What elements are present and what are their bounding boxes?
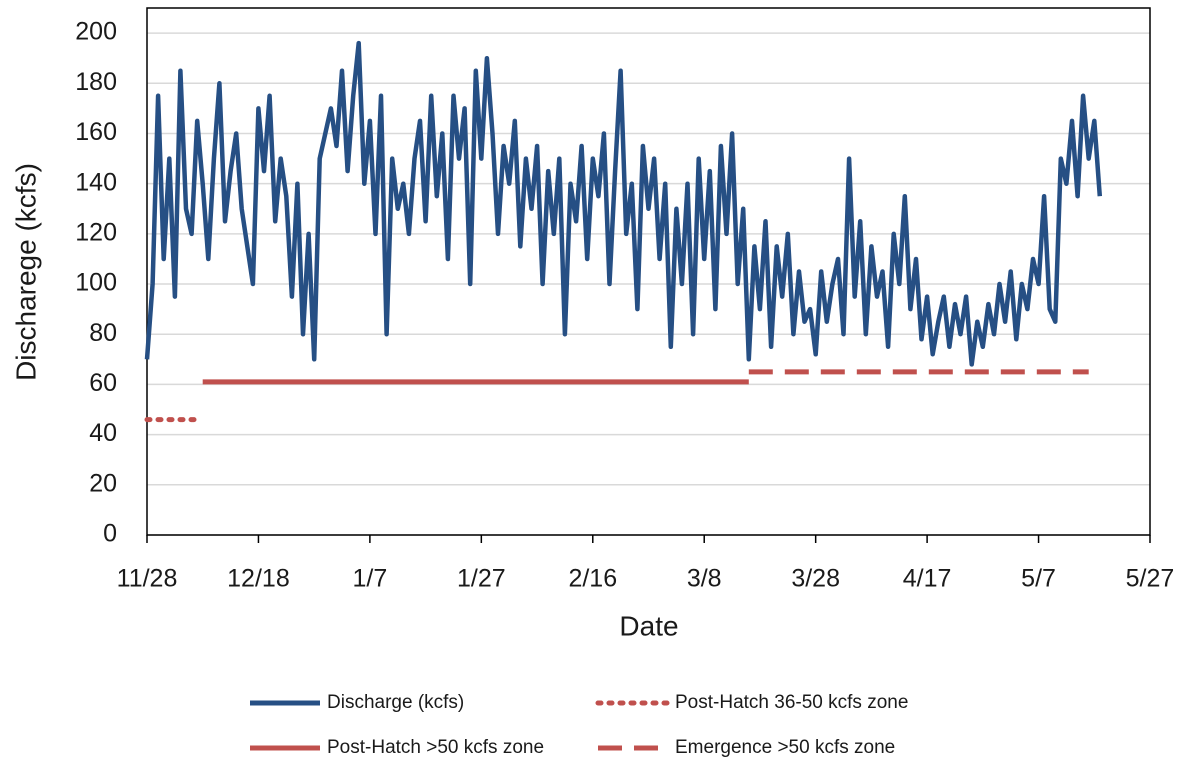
y-tick-label: 20	[89, 469, 117, 497]
x-tick-label: 1/27	[457, 565, 506, 593]
y-tick-label: 180	[75, 68, 117, 96]
legend-label: Discharge (kcfs)	[327, 692, 464, 713]
x-tick-label: 4/17	[903, 565, 952, 593]
x-tick-label: 12/18	[227, 565, 290, 593]
x-tick-label: 11/28	[117, 565, 178, 593]
x-tick-label: 5/7	[1021, 565, 1056, 593]
legend-label: Post-Hatch >50 kcfs zone	[327, 737, 544, 758]
y-tick-label: 100	[75, 269, 117, 297]
plot-frame	[146, 7, 1151, 536]
y-tick-label: 0	[103, 520, 117, 548]
y-tick-label: 200	[75, 18, 117, 46]
y-axis-title: Discharege (kcfs)	[10, 163, 41, 381]
x-tick-label: 3/28	[791, 565, 840, 593]
y-tick-label: 140	[75, 168, 117, 196]
y-tick-label: 80	[89, 319, 117, 347]
legend-label: Emergence >50 kcfs zone	[675, 737, 895, 758]
x-axis-title: Date	[619, 610, 678, 641]
x-tick-label: 1/7	[353, 565, 388, 593]
y-tick-label: 60	[89, 369, 117, 397]
x-tick-label: 2/16	[568, 565, 617, 593]
series-line	[144, 40, 1103, 367]
y-tick-label: 120	[75, 218, 117, 246]
legend-label: Post-Hatch 36-50 kcfs zone	[675, 692, 908, 713]
y-tick-label: 160	[75, 118, 117, 146]
x-tick-label: 3/8	[687, 565, 722, 593]
x-tick-label: 5/27	[1126, 565, 1175, 593]
y-tick-label: 40	[89, 419, 117, 447]
